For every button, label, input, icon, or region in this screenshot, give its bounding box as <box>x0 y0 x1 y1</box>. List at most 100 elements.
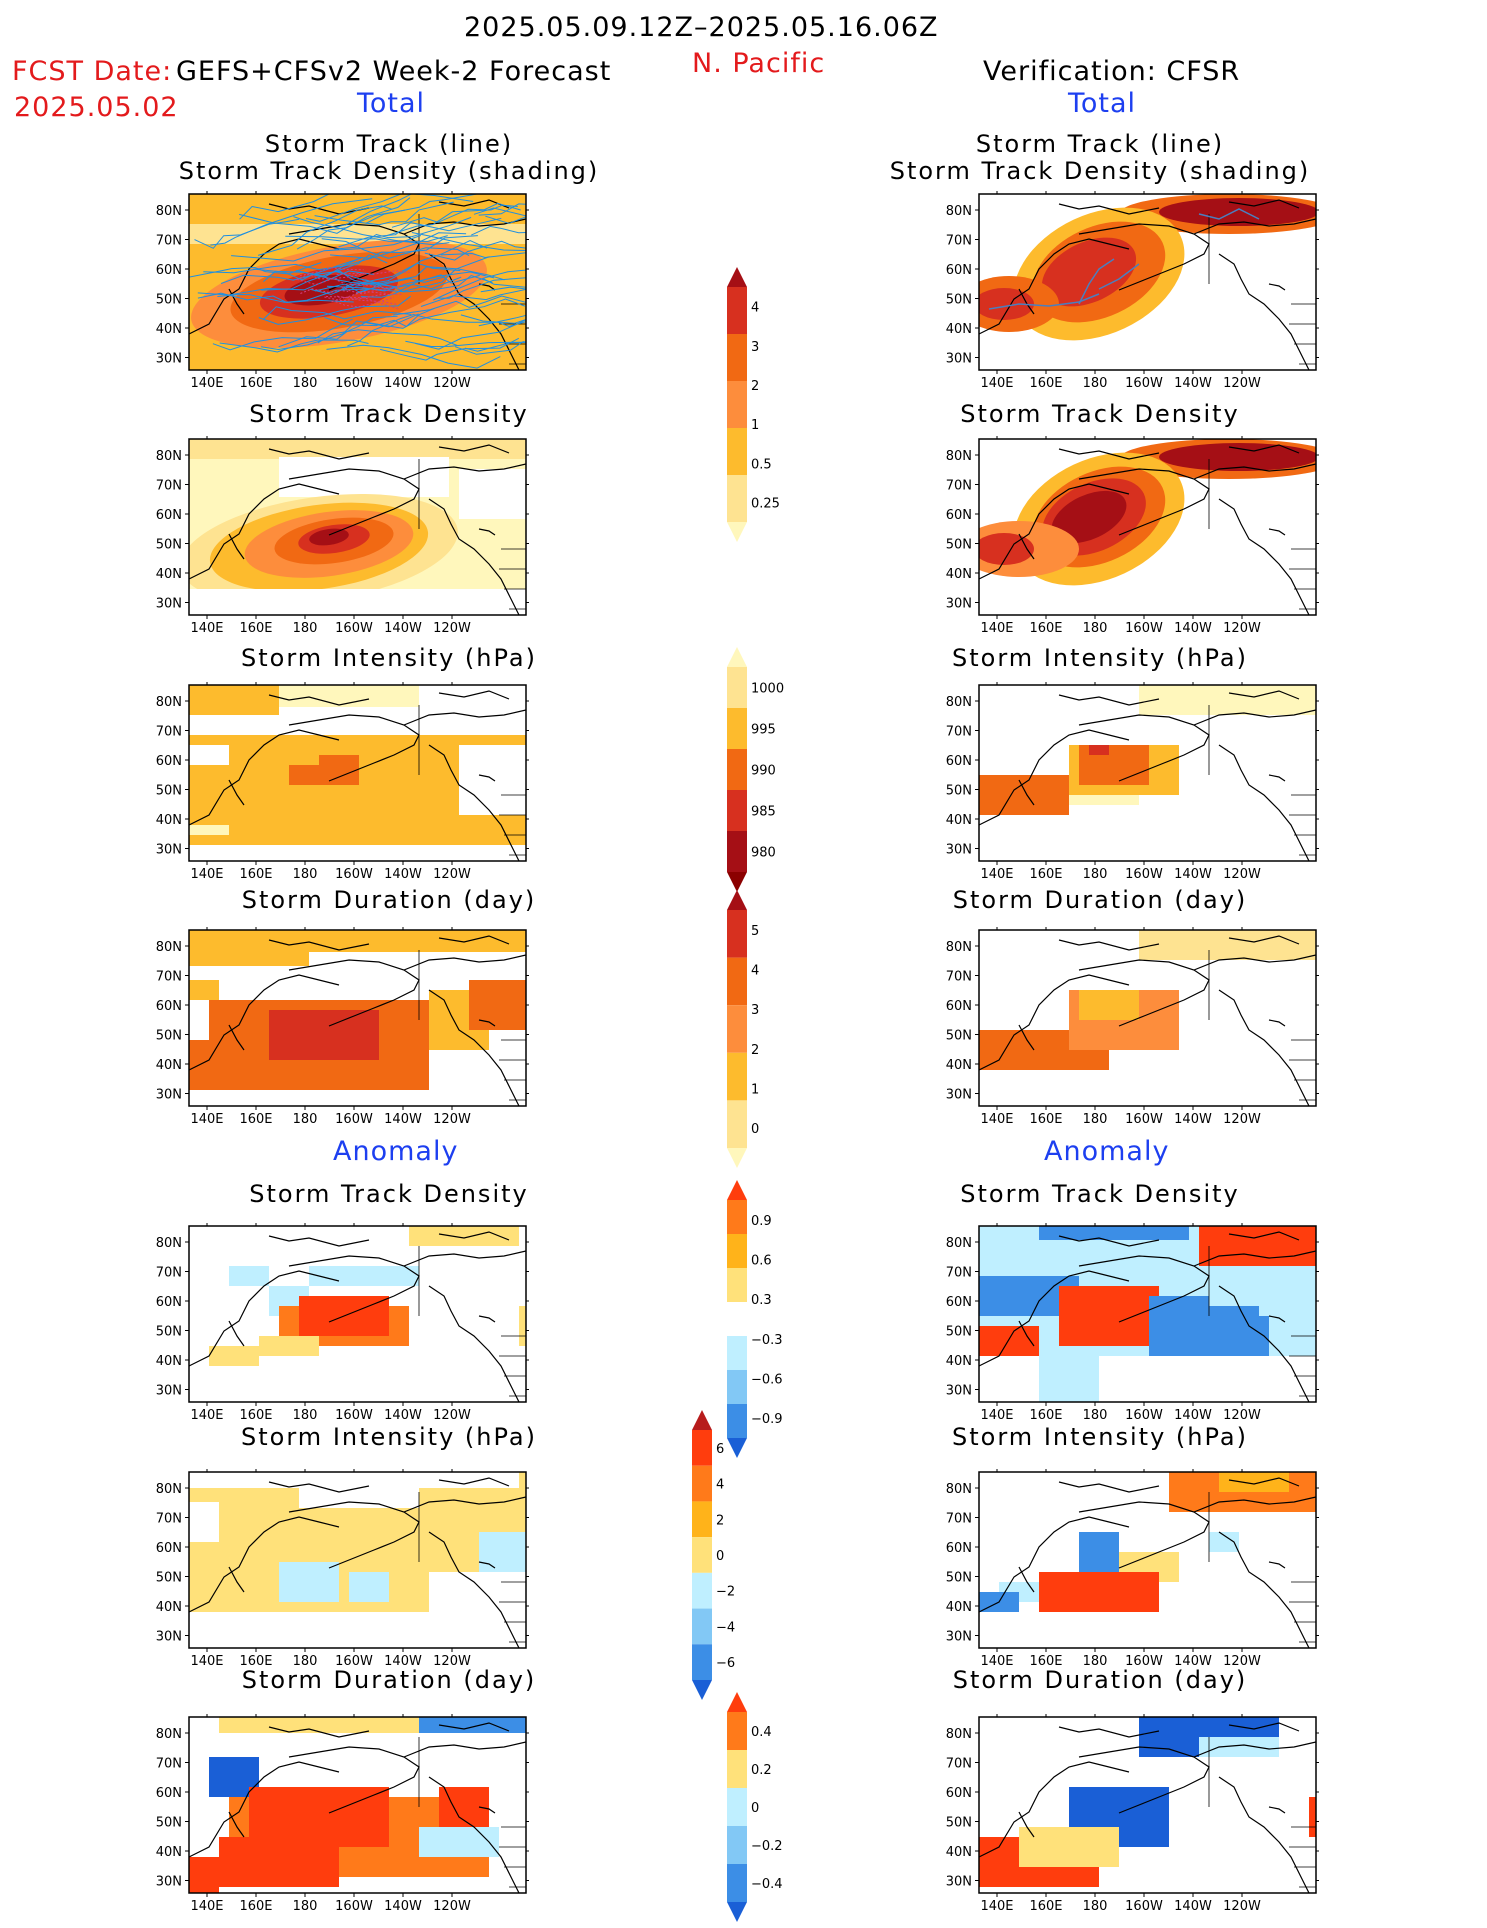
shading-layer <box>979 1472 1316 1648</box>
map-canvas: 140E 160E 180 160W 140W 120W 80N 70N 60N 50N 40N 30… <box>946 436 1319 636</box>
lat-tick-label: 40N <box>946 1600 972 1615</box>
shading-layer <box>189 930 526 1106</box>
colorbar-top-arrow <box>727 1692 747 1712</box>
lat-tick-label: 70N <box>946 234 972 249</box>
lon-tick-label: 160W <box>335 867 373 882</box>
left-map-panel-3: 140E 160E 180 160W 140W 120W 80N 70N 60N 50N 40N 30… <box>139 677 546 887</box>
colorbar-segment <box>692 1465 712 1502</box>
lon-tick-label: 160W <box>1125 1112 1163 1127</box>
shading-layer <box>189 439 526 615</box>
colorbar-label: 0.3 <box>751 1293 772 1308</box>
lon-tick-label: 140E <box>980 867 1013 882</box>
lat-tick-label: 30N <box>156 843 182 858</box>
lon-tick-label: 160W <box>1125 1654 1163 1669</box>
lon-tick-label: 140E <box>980 1112 1013 1127</box>
right-panel-7-title: Storm Duration (day) <box>952 1666 1248 1694</box>
lat-tick-label: 50N <box>156 538 182 553</box>
colorbar-label: −0.6 <box>751 1373 783 1388</box>
right-total-heading: Total <box>1068 88 1137 119</box>
lon-tick-label: 140E <box>980 376 1013 391</box>
lat-tick-label: 70N <box>946 970 972 985</box>
lat-tick-label: 50N <box>156 1325 182 1340</box>
verification-label: Verification: CFSR <box>983 56 1241 87</box>
shading-layer <box>189 1472 526 1648</box>
colorbar-top-arrow <box>692 1410 712 1430</box>
lon-tick-label: 140W <box>384 1408 422 1423</box>
lat-tick-label: 60N <box>156 999 182 1014</box>
left-panel-2-title: Storm Track Density <box>249 400 529 428</box>
right-map-panel-3: 140E 160E 180 160W 140W 120W 80N 70N 60N 50N 40N 30… <box>929 677 1336 887</box>
colorbar-segment <box>727 1100 747 1148</box>
lon-tick-label: 120W <box>1223 1899 1261 1914</box>
left-map-panel-1: 140E 160E 180 160W 140W 120W 80N 70N 60N 50N 40N 30… <box>139 186 546 396</box>
right-panel-1-subtitle: Storm Track Density (shading) <box>889 157 1311 185</box>
lon-tick-label: 140E <box>980 621 1013 636</box>
lat-tick-label: 50N <box>156 1029 182 1044</box>
map-canvas: 140E 160E 180 160W 140W 120W 80N 70N 60N 50N 40N 30… <box>946 1223 1319 1423</box>
lat-tick-label: 60N <box>946 999 972 1014</box>
map-canvas: 140E 160E 180 160W 140W 120W 80N 70N 60N 50N 40N 30… <box>946 1714 1319 1914</box>
shading-layer <box>979 1226 1316 1402</box>
colorbar-segment <box>727 381 747 428</box>
right-panel-1-title: Storm Track (line) <box>975 130 1225 158</box>
colorbar-segment <box>727 1302 747 1336</box>
lon-tick-label: 180 <box>1083 1112 1108 1127</box>
lat-tick-label: 60N <box>156 1295 182 1310</box>
coastline <box>189 1477 526 1648</box>
lon-tick-label: 160E <box>1029 1654 1062 1669</box>
colorbar-label: 1 <box>751 418 759 433</box>
left-panel-4-title: Storm Duration (day) <box>241 886 537 914</box>
lon-tick-label: 180 <box>1083 1408 1108 1423</box>
lon-tick-label: 140W <box>384 1899 422 1914</box>
lon-tick-label: 120W <box>433 1654 471 1669</box>
lat-tick-label: 50N <box>156 293 182 308</box>
colorbar-label: 1 <box>751 1083 759 1098</box>
colorbar-2: 1000 995 990 985 980 <box>717 645 797 898</box>
lat-tick-label: 40N <box>946 1058 972 1073</box>
lon-tick-label: 160E <box>239 1899 272 1914</box>
lon-tick-label: 140W <box>384 1112 422 1127</box>
colorbar-segment <box>727 1750 747 1788</box>
lat-tick-label: 80N <box>946 204 972 219</box>
colorbar-label: 2 <box>751 379 759 394</box>
colorbar-label: −4 <box>716 1620 735 1635</box>
lon-tick-label: 160W <box>335 376 373 391</box>
colorbar-segment <box>727 334 747 381</box>
lon-tick-label: 120W <box>433 1899 471 1914</box>
colorbar-label: −0.3 <box>751 1333 783 1348</box>
lat-tick-label: 60N <box>946 1541 972 1556</box>
lon-tick-label: 140E <box>190 1654 223 1669</box>
right-map-panel-5: 140E 160E 180 160W 140W 120W 80N 70N 60N 50N 40N 30… <box>929 1218 1336 1428</box>
colorbar-segment <box>727 1336 747 1370</box>
lon-tick-label: 160W <box>335 621 373 636</box>
lat-tick-label: 70N <box>946 479 972 494</box>
lon-tick-label: 140E <box>980 1408 1013 1423</box>
colorbar-segment <box>727 287 747 334</box>
lon-tick-label: 140E <box>980 1654 1013 1669</box>
colorbar-label: −0.2 <box>751 1839 783 1854</box>
colorbar-segment <box>727 667 747 708</box>
lat-tick-label: 60N <box>946 1786 972 1801</box>
lon-tick-label: 120W <box>433 867 471 882</box>
lon-tick-label: 160E <box>1029 867 1062 882</box>
lat-tick-label: 60N <box>156 263 182 278</box>
lon-tick-label: 140E <box>190 1899 223 1914</box>
right-anomaly-heading: Anomaly <box>1044 1136 1170 1167</box>
lat-tick-label: 80N <box>156 1482 182 1497</box>
lat-tick-label: 30N <box>946 1384 972 1399</box>
colorbar-segment <box>727 1826 747 1864</box>
colorbar-top-arrow <box>727 647 747 667</box>
lon-tick-label: 180 <box>293 867 318 882</box>
lon-tick-label: 180 <box>1083 621 1108 636</box>
lat-tick-label: 80N <box>946 1482 972 1497</box>
colorbar-segment <box>727 428 747 475</box>
lon-tick-label: 160W <box>1125 1408 1163 1423</box>
lon-tick-label: 180 <box>293 1408 318 1423</box>
colorbar-segment <box>727 957 747 1006</box>
map-canvas: 140E 160E 180 160W 140W 120W 80N 70N 60N 50N 40N 30… <box>946 927 1319 1127</box>
colorbar-segment <box>727 1005 747 1053</box>
lon-tick-label: 180 <box>293 1899 318 1914</box>
lat-tick-label: 70N <box>946 1757 972 1772</box>
lon-tick-label: 120W <box>433 376 471 391</box>
colorbar-label: −0.4 <box>751 1877 783 1892</box>
